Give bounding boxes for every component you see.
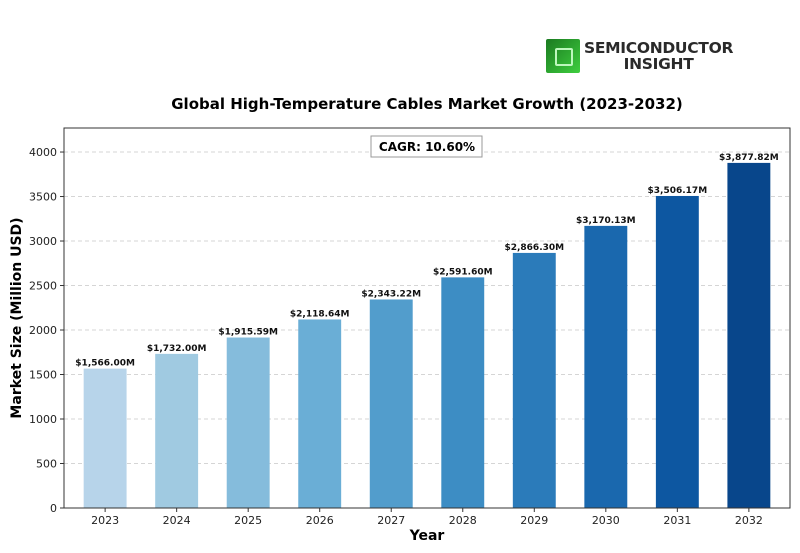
x-tick-label: 2027 [377,514,405,527]
y-tick-label: 500 [36,458,57,471]
bar-2030 [584,225,628,508]
bar-2026 [298,319,342,508]
y-tick-label: 0 [50,502,57,515]
data-label: $1,732.00M [147,344,207,354]
data-label: $1,566.00M [75,359,135,369]
bar-2024 [155,353,199,508]
y-tick-label: 1500 [29,369,57,382]
data-label: $2,591.60M [433,267,493,277]
cagr-annotation: CAGR: 10.60% [370,135,483,158]
y-tick-label: 4000 [29,146,57,159]
data-label: $3,506.17M [648,186,708,196]
bar-2027 [369,299,413,508]
data-label: $2,343.22M [361,289,421,299]
bars [83,162,771,509]
y-tick-label: 3000 [29,235,57,248]
x-tick-label: 2029 [520,514,548,527]
bar-2023 [83,368,127,508]
y-axis-ticks: 0 500 1000 1500 2000 2500 3000 3500 4000 [29,146,64,515]
plot-frame [63,127,791,509]
data-label: $2,866.30M [504,243,564,253]
bar-2025 [226,337,270,508]
logo-line-2: INSIGHT [623,55,694,73]
data-labels: $1,566.00M $1,732.00M $1,915.59M $2,118.64M… [75,153,778,369]
y-tick-label: 2000 [29,324,57,337]
y-tick-label: 3500 [29,191,57,204]
data-label: $2,118.64M [290,309,350,319]
y-tick-label: 1000 [29,413,57,426]
data-label: $3,170.13M [576,216,636,226]
cagr-text: CAGR: 10.60% [379,140,475,154]
semiconductor-insight-logo: SEMICONDUCTOR INSIGHT [546,38,733,74]
logo-text: SEMICONDUCTOR INSIGHT [584,40,733,72]
x-tick-label: 2031 [663,514,691,527]
bar-2031 [655,195,699,508]
bar-2032 [727,162,771,509]
x-tick-label: 2030 [592,514,620,527]
x-tick-label: 2024 [163,514,191,527]
bar-2029 [512,252,556,508]
chart-title: Global High-Temperature Cables Market Gr… [171,95,683,113]
x-tick-label: 2025 [234,514,262,527]
cagr-box [370,135,483,158]
x-tick-label: 2028 [449,514,477,527]
x-axis-ticks: 2023 2024 2025 2026 2027 2028 2029 2030 2031 2032 [91,508,763,527]
y-tick-label: 2500 [29,280,57,293]
x-tick-label: 2032 [735,514,763,527]
data-label: $1,915.59M [218,328,278,338]
chip-icon [546,39,580,73]
x-tick-label: 2026 [306,514,334,527]
data-label: $3,877.82M [719,153,779,163]
bar-2028 [441,277,485,508]
logo-line-1: SEMICONDUCTOR [584,39,734,57]
x-tick-label: 2023 [91,514,119,527]
x-axis-label: Year [409,528,445,544]
y-axis-label: Market Size (Million USD) [9,217,25,418]
